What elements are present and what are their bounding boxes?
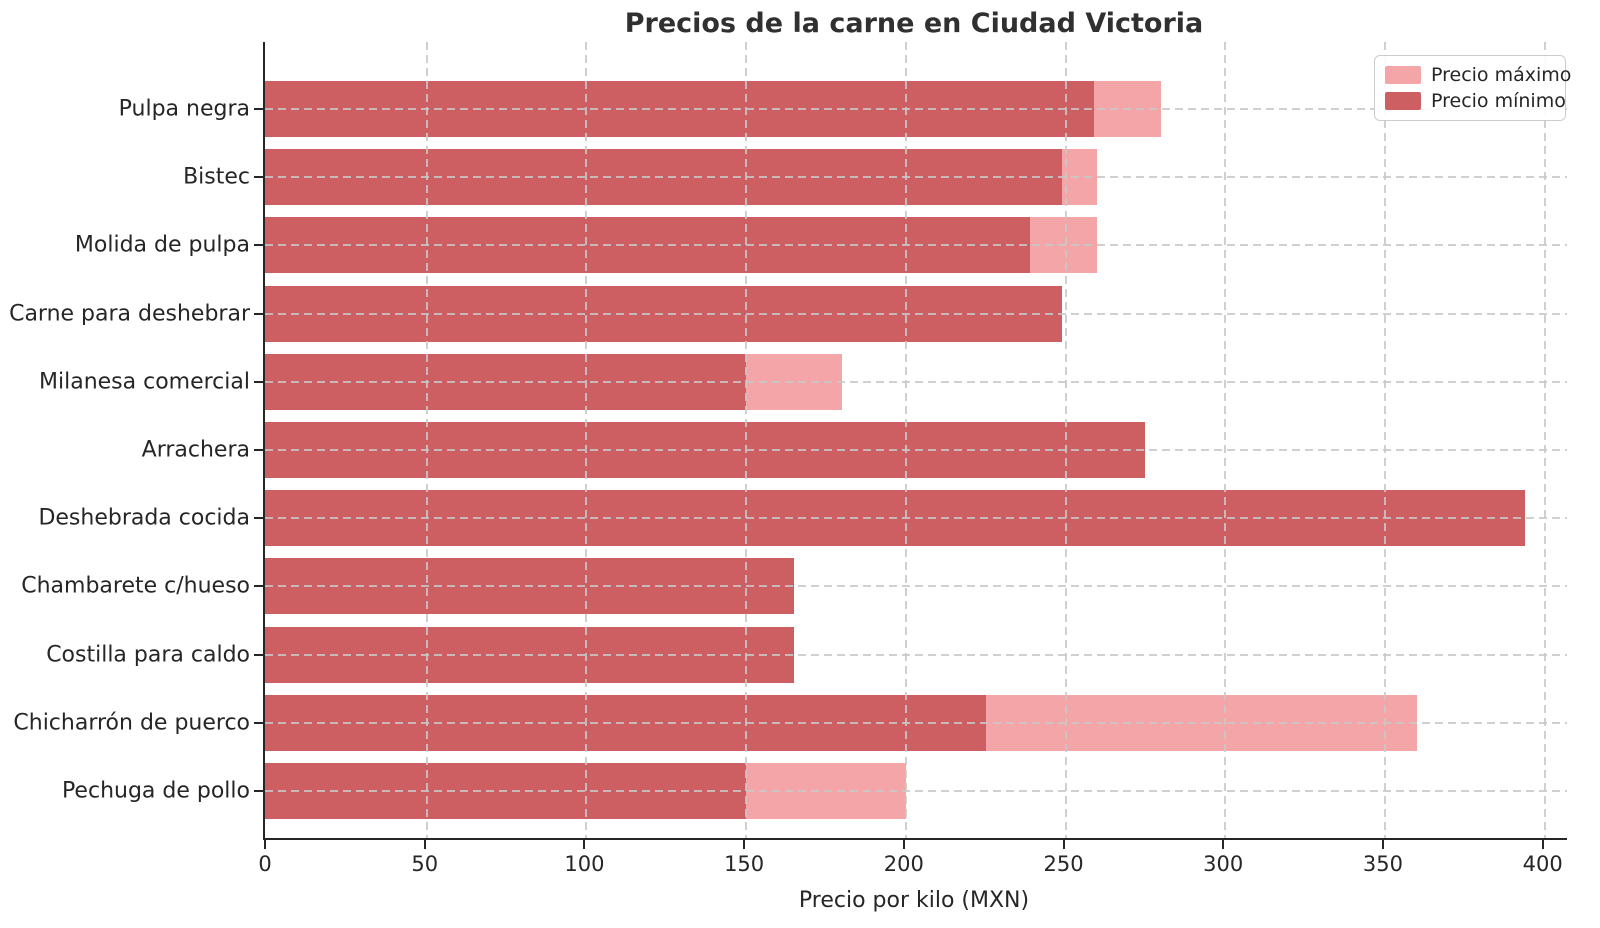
- chart-title: Precios de la carne en Ciudad Victoria: [624, 8, 1204, 39]
- y-axis-label: Pulpa negra: [118, 96, 250, 122]
- y-axis-label: Bistec: [183, 164, 250, 190]
- y-tick: [254, 244, 263, 247]
- y-tick: [254, 176, 263, 179]
- gridline-vertical: [1064, 42, 1067, 838]
- gridline-vertical: [1224, 42, 1227, 838]
- x-tick-label: 0: [258, 852, 272, 876]
- y-tick: [254, 449, 263, 451]
- x-tick: [423, 840, 426, 849]
- x-tick-label: 100: [564, 852, 605, 876]
- legend-label-min: Precio mínimo: [1431, 90, 1566, 112]
- gridline-vertical: [1383, 42, 1386, 838]
- y-tick: [254, 653, 263, 656]
- gridline-horizontal: [265, 312, 1567, 315]
- y-tick: [254, 517, 263, 520]
- gridline-horizontal: [265, 244, 1567, 247]
- gridline-vertical: [1543, 42, 1546, 838]
- x-tick-label: 150: [724, 852, 765, 876]
- gridline-horizontal: [265, 449, 1567, 451]
- gridline-horizontal: [265, 176, 1567, 179]
- legend: Precio máximo Precio mínimo: [1374, 55, 1571, 121]
- x-tick: [1222, 840, 1225, 849]
- gridline-vertical: [745, 42, 748, 838]
- y-tick: [254, 721, 263, 724]
- gridline-horizontal: [265, 585, 1567, 588]
- legend-item-min: Precio mínimo: [1385, 90, 1566, 112]
- gridline-vertical: [904, 42, 907, 838]
- gridline-horizontal: [265, 790, 1567, 792]
- gridline-horizontal: [265, 108, 1567, 110]
- x-tick-label: 350: [1362, 852, 1403, 876]
- x-tick: [743, 840, 746, 849]
- y-axis-label: Pechuga de pollo: [61, 778, 250, 804]
- x-tick: [1541, 840, 1544, 849]
- legend-swatch-max: [1385, 66, 1421, 84]
- x-tick-label: 50: [411, 852, 439, 876]
- gridline-horizontal: [265, 517, 1567, 520]
- legend-item-max: Precio máximo: [1385, 64, 1571, 86]
- x-tick: [1381, 840, 1384, 849]
- y-tick: [254, 108, 263, 110]
- x-tick: [583, 840, 586, 849]
- legend-label-max: Precio máximo: [1431, 64, 1572, 86]
- gridline-vertical: [425, 42, 428, 838]
- y-tick: [254, 585, 263, 588]
- y-axis-label: Deshebrada cocida: [38, 505, 250, 531]
- x-tick-label: 200: [883, 852, 924, 876]
- x-tick-label: 250: [1043, 852, 1084, 876]
- y-tick: [254, 790, 263, 792]
- plot-area: [263, 42, 1567, 840]
- x-tick-label: 400: [1522, 852, 1563, 876]
- y-axis-label: Chambarete c/hueso: [21, 573, 250, 599]
- legend-swatch-min: [1385, 92, 1421, 110]
- gridline-horizontal: [265, 721, 1567, 724]
- y-tick: [254, 312, 263, 315]
- gridline-vertical: [585, 42, 588, 838]
- y-axis-label: Arrachera: [141, 437, 250, 463]
- x-axis-title: Precio por kilo (MXN): [798, 888, 1030, 913]
- y-axis-label: Milanesa comercial: [39, 369, 250, 395]
- y-axis-label: Costilla para caldo: [46, 642, 250, 668]
- gridline-horizontal: [265, 653, 1567, 656]
- y-tick: [254, 380, 263, 383]
- x-tick: [902, 840, 905, 849]
- gridline-horizontal: [265, 380, 1567, 383]
- x-tick: [264, 840, 266, 849]
- x-tick: [1062, 840, 1065, 849]
- y-axis-label: Carne para deshebrar: [9, 301, 250, 327]
- x-tick-label: 300: [1203, 852, 1244, 876]
- y-axis-label: Molida de pulpa: [74, 232, 250, 258]
- y-axis-label: Chicharrón de puerco: [13, 710, 250, 736]
